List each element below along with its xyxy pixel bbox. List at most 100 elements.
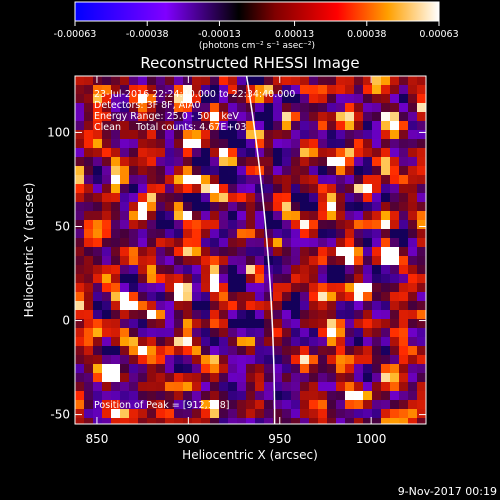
heatmap-cell (408, 157, 417, 166)
heatmap-cell (102, 355, 111, 364)
heatmap-cell (246, 319, 255, 328)
heatmap-cell (282, 319, 291, 328)
heatmap-cell (102, 202, 111, 211)
heatmap-cell (84, 355, 93, 364)
heatmap-cell (174, 319, 183, 328)
heatmap-cell (282, 301, 291, 310)
heatmap-cell (210, 391, 219, 400)
heatmap-cell (318, 274, 327, 283)
heatmap-cell (372, 112, 381, 121)
heatmap-cell (408, 103, 417, 112)
heatmap-cell (201, 283, 210, 292)
heatmap-cell (417, 220, 426, 229)
heatmap-cell (102, 220, 111, 229)
heatmap-cell (390, 130, 399, 139)
heatmap-cell (93, 76, 102, 85)
heatmap-cell (156, 112, 165, 121)
heatmap-cell (201, 382, 210, 391)
heatmap-cell (273, 256, 282, 265)
heatmap-cell (228, 274, 237, 283)
heatmap-cell (111, 382, 120, 391)
heatmap-cell (282, 256, 291, 265)
heatmap-cell (120, 121, 129, 130)
y-tick-label: 100 (47, 125, 70, 139)
heatmap-cell (138, 373, 147, 382)
heatmap-cell (93, 355, 102, 364)
heatmap-cell (372, 94, 381, 103)
heatmap-cell (84, 310, 93, 319)
heatmap-cell (255, 319, 264, 328)
heatmap-cell (219, 373, 228, 382)
heatmap-cell (327, 229, 336, 238)
heatmap-cell (84, 418, 93, 424)
heatmap-cell (174, 103, 183, 112)
heatmap-cell (237, 265, 246, 274)
heatmap-cell (327, 211, 336, 220)
heatmap-cell (291, 193, 300, 202)
heatmap-cell (156, 400, 165, 409)
heatmap-cell (93, 175, 102, 184)
heatmap-cell (363, 265, 372, 274)
heatmap-cell (246, 202, 255, 211)
heatmap-cell (255, 103, 264, 112)
heatmap-cell (183, 148, 192, 157)
colorbar-tick-label: -0.00013 (198, 29, 241, 40)
heatmap-cell (156, 121, 165, 130)
heatmap-cell (201, 139, 210, 148)
heatmap-cell (300, 364, 309, 373)
heatmap-cell (300, 148, 309, 157)
heatmap-cell (372, 391, 381, 400)
heatmap-cell (264, 193, 273, 202)
heatmap-cell (282, 85, 291, 94)
heatmap-cell (309, 103, 318, 112)
heatmap-cell (390, 373, 399, 382)
heatmap-cell (291, 184, 300, 193)
heatmap-cell (165, 274, 174, 283)
heatmap-cell (354, 103, 363, 112)
heatmap-cell (300, 373, 309, 382)
heatmap-cell (84, 337, 93, 346)
heatmap-cell (138, 130, 147, 139)
heatmap-cell (318, 103, 327, 112)
heatmap-cell (219, 121, 228, 130)
heatmap-cell (282, 337, 291, 346)
y-tick-label: 50 (55, 219, 70, 233)
heatmap-cell (111, 166, 120, 175)
heatmap-cell (183, 85, 192, 94)
heatmap-cell (417, 409, 426, 418)
heatmap-cell (246, 283, 255, 292)
heatmap-cell (282, 184, 291, 193)
heatmap-cell (246, 139, 255, 148)
heatmap-cell (138, 292, 147, 301)
heatmap-cell (390, 328, 399, 337)
heatmap-cell (390, 283, 399, 292)
heatmap-cell (75, 373, 84, 382)
heatmap-cell (282, 94, 291, 103)
heatmap-cell (417, 400, 426, 409)
heatmap-cell (291, 265, 300, 274)
heatmap-cell (291, 148, 300, 157)
heatmap-cell (210, 220, 219, 229)
heatmap-cell (264, 94, 273, 103)
heatmap-cell (264, 418, 273, 424)
heatmap-cell (138, 346, 147, 355)
heatmap-cell (138, 85, 147, 94)
heatmap-cell (210, 355, 219, 364)
heatmap-cell (273, 391, 282, 400)
heatmap-cell (318, 346, 327, 355)
heatmap-cell (363, 247, 372, 256)
heatmap-cell (282, 175, 291, 184)
heatmap-cell (183, 238, 192, 247)
heatmap-cell (156, 139, 165, 148)
heatmap-cell (399, 220, 408, 229)
heatmap-cell (399, 184, 408, 193)
heatmap-cell (183, 229, 192, 238)
heatmap-cell (318, 202, 327, 211)
heatmap-cell (327, 139, 336, 148)
heatmap-cell (282, 355, 291, 364)
heatmap-cell (318, 94, 327, 103)
heatmap-cell (327, 364, 336, 373)
heatmap-cell (417, 76, 426, 85)
heatmap-cell (309, 400, 318, 409)
heatmap-cell (417, 229, 426, 238)
